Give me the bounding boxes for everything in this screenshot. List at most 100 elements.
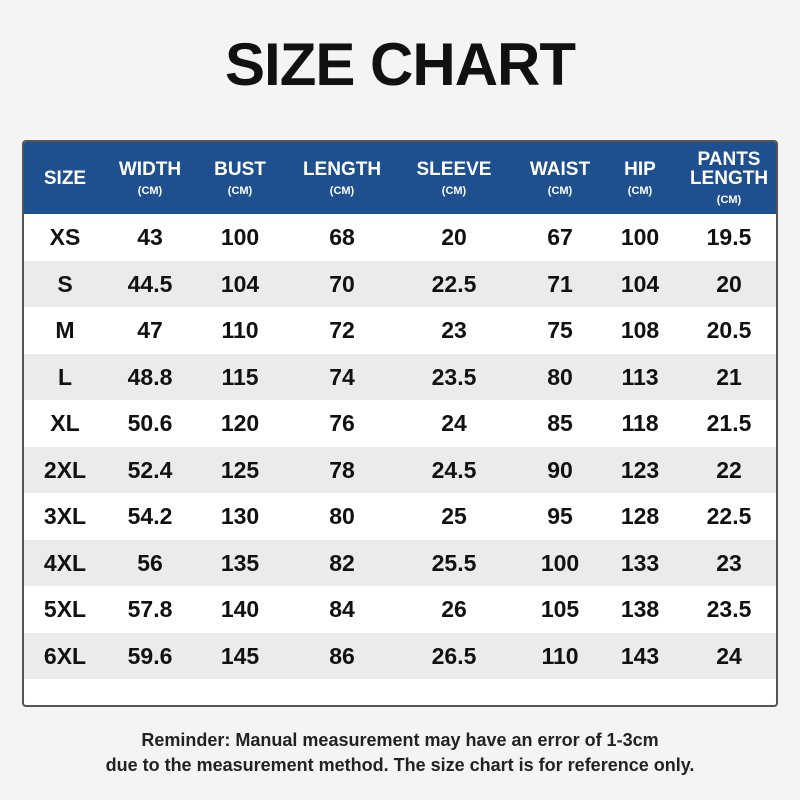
measurement: 56 bbox=[137, 549, 163, 576]
measurement: 140 bbox=[220, 596, 260, 622]
column-unit: (CM) bbox=[227, 184, 253, 197]
measurement: 100 bbox=[620, 224, 660, 250]
measurement: 50.6 bbox=[127, 410, 173, 436]
measurement: 104 bbox=[220, 270, 260, 297]
measurement: 108 bbox=[620, 317, 660, 343]
measurement: 26.5 bbox=[431, 642, 477, 669]
size-label: XS bbox=[49, 224, 81, 250]
measurement: 128 bbox=[620, 503, 660, 529]
column-unit: (CM) bbox=[627, 184, 653, 197]
table-header: SIZE WIDTH (CM) BUST (CM) LENGTH (CM) SLEEVE (CM… bbox=[24, 142, 776, 214]
column-header: SIZE bbox=[30, 142, 100, 214]
title: SIZE CHART bbox=[225, 31, 576, 98]
measurement: 48.8 bbox=[127, 363, 173, 390]
measurement: 67 bbox=[547, 224, 573, 250]
measurement: 105 bbox=[540, 596, 580, 622]
measurement: 24.5 bbox=[431, 456, 477, 483]
column-header: PANTS LENGTH (CM) bbox=[681, 142, 776, 214]
measurement: 80 bbox=[547, 363, 573, 390]
measurement: 22.5 bbox=[706, 503, 752, 529]
measurement: 23.5 bbox=[431, 363, 477, 390]
size-label: 4XL bbox=[43, 549, 87, 576]
table-row: M 47 110 72 23 75 108 20.5 bbox=[24, 307, 776, 354]
size-label: L bbox=[57, 363, 73, 390]
measurement: 84 bbox=[329, 596, 355, 622]
column-name: SIZE bbox=[43, 167, 87, 189]
measurement: 143 bbox=[620, 642, 660, 669]
measurement: 24 bbox=[716, 642, 742, 669]
measurement: 100 bbox=[540, 549, 580, 576]
column-unit: (CM) bbox=[137, 184, 163, 197]
table-row: S 44.5 104 70 22.5 71 104 20 bbox=[24, 260, 776, 307]
column-header: WIDTH (CM) bbox=[105, 142, 195, 214]
measurement: 113 bbox=[621, 363, 659, 390]
column-name: BUST bbox=[214, 158, 266, 180]
measurement: 52.4 bbox=[127, 456, 173, 483]
measurement: 86 bbox=[329, 642, 355, 669]
measurement: 110 bbox=[221, 317, 259, 343]
size-label: 5XL bbox=[43, 596, 87, 622]
measurement: 74 bbox=[329, 363, 355, 390]
column-name: WAIST bbox=[529, 158, 591, 180]
column-header: LENGTH (CM) bbox=[287, 142, 397, 214]
measurement: 133 bbox=[620, 549, 660, 576]
measurement: 20 bbox=[441, 224, 467, 250]
measurement: 104 bbox=[620, 270, 660, 297]
column-unit: (CM) bbox=[547, 184, 573, 197]
measurement: 19.5 bbox=[706, 224, 752, 250]
size-label: 2XL bbox=[43, 456, 87, 483]
measurement: 23 bbox=[716, 549, 742, 576]
measurement: 57.8 bbox=[127, 596, 173, 622]
table-row: 2XL 52.4 125 78 24.5 90 123 22 bbox=[24, 446, 776, 493]
measurement: 71 bbox=[547, 270, 573, 297]
table-row: 5XL 57.8 140 84 26 105 138 23.5 bbox=[24, 586, 776, 633]
measurement: 100 bbox=[220, 224, 260, 250]
measurement: 43 bbox=[137, 224, 163, 250]
column-header: SLEEVE (CM) bbox=[399, 142, 509, 214]
table-row: L 48.8 115 74 23.5 80 113 21 bbox=[24, 353, 776, 400]
measurement: 120 bbox=[220, 410, 260, 436]
measurement: 26 bbox=[441, 596, 467, 622]
measurement: 59.6 bbox=[127, 642, 173, 669]
column-unit: (CM) bbox=[329, 184, 355, 197]
column-header: WAIST (CM) bbox=[515, 142, 605, 214]
measurement: 123 bbox=[620, 456, 660, 483]
measurement: 95 bbox=[547, 503, 573, 529]
column-name: SLEEVE bbox=[416, 158, 492, 180]
column-name: LENGTH bbox=[302, 158, 382, 180]
measurement: 82 bbox=[329, 549, 355, 576]
measurement: 22.5 bbox=[431, 270, 477, 297]
table-row: 6XL 59.6 145 86 26.5 110 143 24 bbox=[24, 632, 776, 679]
column-header: BUST (CM) bbox=[200, 142, 280, 214]
size-table: SIZE WIDTH (CM) BUST (CM) LENGTH (CM) SLEEVE (CM… bbox=[22, 140, 778, 707]
table-row: 3XL 54.2 130 80 25 95 128 22.5 bbox=[24, 493, 776, 540]
measurement: 25 bbox=[441, 503, 467, 529]
size-label: XL bbox=[50, 410, 80, 436]
measurement: 22 bbox=[716, 456, 742, 483]
measurement: 68 bbox=[329, 224, 355, 250]
measurement: 23 bbox=[441, 317, 467, 343]
measurement: 23.5 bbox=[706, 596, 752, 622]
size-label: 6XL bbox=[43, 642, 87, 669]
reminder-line: due to the measurement method. The size … bbox=[105, 755, 695, 775]
measurement: 145 bbox=[220, 642, 260, 669]
size-label: 3XL bbox=[43, 503, 87, 529]
measurement: 54.2 bbox=[127, 503, 173, 529]
measurement: 90 bbox=[547, 456, 573, 483]
measurement: 130 bbox=[220, 503, 260, 529]
measurement: 110 bbox=[541, 642, 579, 669]
measurement: 20 bbox=[716, 270, 742, 297]
column-header: HIP (CM) bbox=[605, 142, 675, 214]
measurement: 21 bbox=[716, 363, 742, 390]
measurement: 76 bbox=[329, 410, 355, 436]
measurement: 44.5 bbox=[127, 270, 173, 297]
table-row: XS 43 100 68 20 67 100 19.5 bbox=[24, 214, 776, 261]
measurement: 24 bbox=[441, 410, 467, 436]
measurement: 85 bbox=[547, 410, 573, 436]
size-label: S bbox=[57, 270, 73, 297]
measurement: 21.5 bbox=[706, 410, 752, 436]
measurement: 25.5 bbox=[431, 549, 477, 576]
measurement: 72 bbox=[329, 317, 355, 343]
measurement: 118 bbox=[621, 410, 659, 436]
